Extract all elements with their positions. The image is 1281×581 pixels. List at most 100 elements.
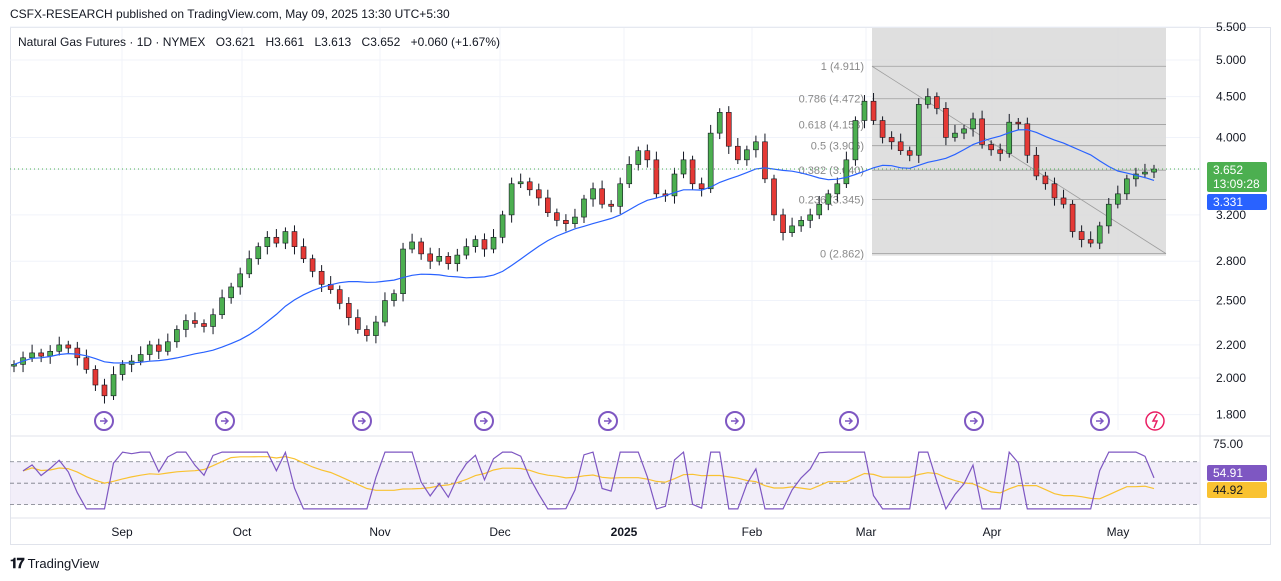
candle-down	[1051, 183, 1058, 199]
price-tick-label: 5.000	[1216, 53, 1246, 67]
candle-up	[753, 141, 759, 151]
arrow-icon	[1096, 417, 1105, 425]
candle-up	[789, 225, 795, 233]
candle-down	[1078, 231, 1085, 240]
time-tick-label: Feb	[742, 525, 763, 539]
time-axis: Sep Oct Nov Dec 2025 Feb Mar Apr May	[10, 28, 1271, 545]
candle-up	[590, 188, 596, 200]
price-tick-label: 3.200	[1216, 208, 1246, 222]
chart-canvas[interactable]: 1 (4.911) 0.786 (4.472) 0.618 (4.153) 0.5 (…	[0, 0, 1281, 550]
candle-up	[707, 132, 714, 190]
fib-level-label: 0.786 (4.472)	[799, 94, 864, 106]
candle-up	[237, 273, 243, 288]
candle-up	[47, 350, 53, 357]
ma-price: 3.331	[1213, 195, 1244, 209]
last-price-tag: 3.652 13:09:28	[1207, 162, 1267, 192]
candle-up	[463, 246, 470, 256]
candle-down	[1087, 239, 1094, 244]
candle-up	[671, 173, 678, 197]
ma-line	[13, 129, 1155, 365]
arrow-icon	[731, 417, 740, 425]
candle-up	[798, 220, 804, 227]
brand-name[interactable]: TradingView	[27, 556, 100, 571]
candle-up	[282, 231, 289, 244]
bar-countdown: 13:09:28	[1213, 177, 1260, 191]
arrow-icon	[221, 417, 230, 425]
candle-down	[300, 246, 307, 260]
candle-down	[291, 231, 298, 247]
candle-down	[888, 137, 895, 143]
candle-up	[581, 198, 587, 218]
candle-up	[635, 150, 642, 165]
candle-up	[1096, 225, 1103, 244]
candle-down	[1024, 123, 1031, 156]
candle-down	[943, 108, 949, 138]
candle-up	[517, 181, 524, 185]
symbol-legend: Natural Gas Futures · 1D · NYMEX O3.621 …	[18, 35, 507, 49]
candle-down	[155, 344, 162, 352]
candle-up	[246, 258, 253, 275]
rsi-ma-value: 44.92	[1213, 483, 1244, 497]
candle-up	[499, 214, 506, 238]
candle-down	[644, 150, 651, 161]
candle-down	[201, 323, 207, 327]
candle-up	[852, 120, 859, 161]
candle-up	[816, 203, 823, 216]
arrow-icon	[970, 417, 979, 425]
arrow-icon	[100, 417, 109, 425]
candle-down	[364, 329, 370, 336]
candle-down	[1060, 197, 1067, 205]
time-tick-label: Oct	[233, 525, 252, 539]
price-tick-label: 2.800	[1216, 254, 1246, 268]
candle-down	[554, 212, 560, 221]
candle-up	[952, 132, 958, 138]
candle-down	[653, 159, 660, 195]
candle-down	[1033, 154, 1040, 177]
candle-down	[1069, 203, 1076, 232]
rsi-ma-tag: 44.92	[1207, 482, 1267, 498]
candle-up	[409, 241, 415, 250]
price-tick-label: 4.000	[1216, 130, 1246, 144]
fib-level-label: 0 (2.862)	[820, 249, 864, 261]
candle-down	[526, 181, 533, 191]
ma-price-tag: 3.331	[1207, 194, 1267, 210]
arrow-icon	[845, 417, 854, 425]
candle-down	[101, 384, 108, 397]
candle-down	[988, 144, 994, 151]
candle-up	[137, 354, 144, 362]
close-value: C3.652	[361, 35, 401, 49]
candle-down	[879, 120, 886, 138]
candle-down	[762, 141, 768, 180]
candle-up	[119, 364, 126, 375]
price-tick-label: 2.000	[1216, 371, 1246, 385]
high-value: H3.661	[265, 35, 305, 49]
candle-up	[255, 246, 262, 260]
candle-down	[74, 347, 81, 359]
footer: 𝟏𝟕 TradingView	[10, 555, 99, 572]
candle-up	[961, 128, 967, 134]
candle-down	[336, 289, 343, 304]
candle-down	[92, 369, 99, 386]
fib-trend-line	[871, 65, 1167, 254]
candle-down	[418, 241, 424, 255]
candle-up	[391, 293, 397, 301]
candle-down	[535, 189, 542, 199]
time-tick-label: May	[1107, 525, 1130, 539]
candle-down	[934, 96, 940, 109]
fib-level-label: 0.236 (3.345)	[799, 195, 864, 207]
candle-up	[843, 159, 850, 185]
candle-up	[210, 314, 216, 327]
candle-down	[725, 112, 732, 147]
candle-down	[481, 239, 488, 250]
time-tick-label: Apr	[983, 525, 1002, 539]
open-value: O3.621	[215, 35, 256, 49]
candle-down	[65, 344, 72, 349]
candle-down	[698, 183, 705, 190]
time-tick-label: Mar	[856, 525, 877, 539]
candle-up	[617, 183, 623, 207]
symbol-name[interactable]: Natural Gas Futures · 1D · NYMEX	[18, 35, 206, 49]
time-tick-label: Dec	[489, 525, 510, 539]
candle-down	[599, 188, 605, 205]
candle-down	[273, 236, 280, 244]
change-value: +0.060 (+1.67%)	[410, 35, 500, 49]
